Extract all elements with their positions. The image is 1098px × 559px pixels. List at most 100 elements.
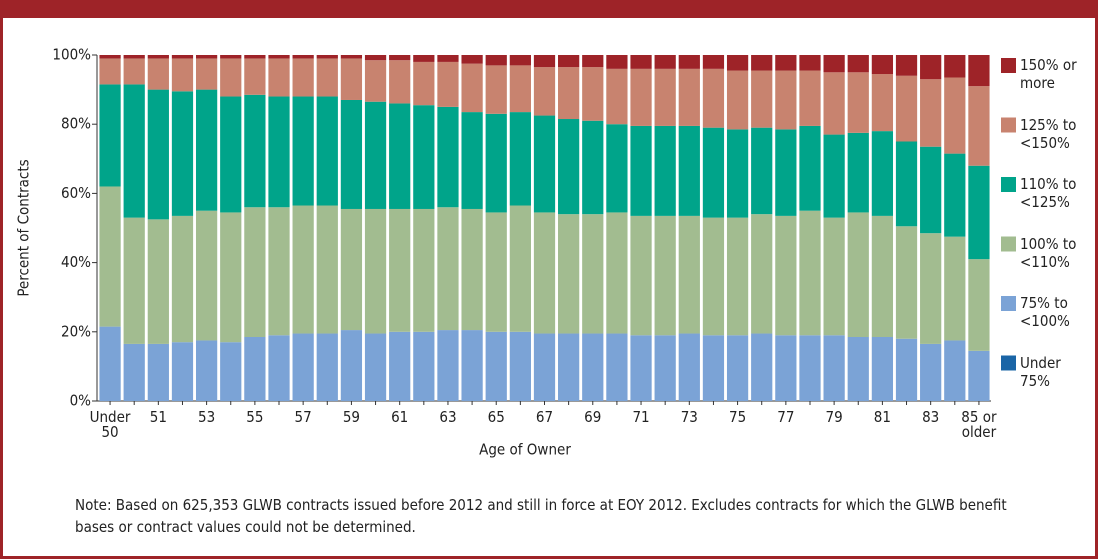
bar-segment xyxy=(99,55,121,59)
bar-segment xyxy=(364,55,387,61)
bar-segment xyxy=(920,343,942,401)
legend-label: Under 75% xyxy=(1020,353,1061,390)
bar-segment xyxy=(413,208,435,332)
bar-segment xyxy=(147,89,169,220)
bar-segment xyxy=(654,125,676,216)
bar-segment xyxy=(292,205,314,334)
bar-segment xyxy=(606,55,628,69)
bar-segment xyxy=(968,165,990,260)
bar-segment xyxy=(461,55,483,64)
bar-segment xyxy=(485,65,507,114)
bar-segment xyxy=(268,335,290,401)
legend-swatch xyxy=(1001,117,1016,133)
bar-segment xyxy=(364,101,387,209)
bar-segment xyxy=(968,55,990,87)
bar-segment xyxy=(847,132,869,213)
bar-segment xyxy=(268,55,290,59)
bar-segment xyxy=(968,86,990,166)
bar-segment xyxy=(702,127,725,218)
bar-segment xyxy=(99,326,121,401)
x-tick-label: 65 xyxy=(487,408,505,426)
bar-segment xyxy=(123,55,145,59)
bar-segment xyxy=(726,55,749,71)
x-tick-label: 57 xyxy=(294,408,312,426)
x-tick-label: 79 xyxy=(825,408,843,426)
bar-segment xyxy=(147,219,169,344)
bar-segment xyxy=(799,210,821,336)
bar-segment xyxy=(558,214,580,334)
bar-segment xyxy=(389,60,411,104)
bar-segment xyxy=(847,55,869,73)
x-tick-label: 71 xyxy=(632,408,650,426)
bar-segment xyxy=(437,61,459,107)
legend-label: 125% to <150% xyxy=(1020,115,1077,152)
bar-segment xyxy=(678,215,700,334)
bar-segment xyxy=(509,205,531,332)
bar-segment xyxy=(244,94,266,208)
bar-segment xyxy=(316,333,338,401)
x-tick-label: 69 xyxy=(584,408,602,426)
bar-segment xyxy=(461,63,483,113)
bar-segment xyxy=(123,217,145,344)
bar-segment xyxy=(292,55,314,59)
bar-segment xyxy=(99,84,121,187)
bar-segment xyxy=(485,212,507,332)
bar-segment xyxy=(871,131,894,216)
y-axis-label: Percent of Contracts xyxy=(15,159,33,296)
bar-segment xyxy=(147,58,169,90)
x-tick-label: 77 xyxy=(777,408,795,426)
bar-segment xyxy=(775,55,797,71)
bar-segment xyxy=(413,61,435,106)
bar-segment xyxy=(895,141,918,227)
bar-segment xyxy=(413,55,435,62)
bar-segment xyxy=(316,205,338,334)
bar-segment xyxy=(316,96,338,206)
bar-segment xyxy=(99,58,121,85)
bar-segment xyxy=(606,68,628,125)
bar-segment xyxy=(751,333,773,401)
bar-segment xyxy=(509,112,531,206)
bar-segment xyxy=(944,153,966,237)
bar-segment xyxy=(195,340,218,401)
bar-segment xyxy=(630,335,652,401)
bar-segment xyxy=(437,55,459,62)
bar-segment xyxy=(823,72,845,135)
bar-segment xyxy=(558,119,580,215)
bar-segment xyxy=(582,120,604,215)
bar-segment xyxy=(678,333,700,401)
bar-segment xyxy=(389,208,411,332)
bar-segment xyxy=(678,125,700,216)
bar-segment xyxy=(171,342,194,401)
bar-segment xyxy=(799,70,821,126)
bar-segment xyxy=(533,212,556,334)
bar-segment xyxy=(195,58,218,90)
bar-segment xyxy=(871,215,894,337)
bar-segment xyxy=(606,124,628,213)
bar-segment xyxy=(171,91,194,216)
y-tick-label: 20% xyxy=(61,322,91,340)
bar-segment xyxy=(533,115,556,213)
x-axis-label: Age of Owner xyxy=(479,441,571,459)
bar-segment xyxy=(123,84,145,218)
x-tick-label: Under 50 xyxy=(89,408,131,441)
bar-segment xyxy=(340,208,363,331)
note: Note: Based on 625,353 GLWB contracts is… xyxy=(75,496,1007,536)
x-tick-label: 59 xyxy=(342,408,360,426)
bar-segment xyxy=(920,79,942,147)
bar-segment xyxy=(437,106,459,208)
bar-segment xyxy=(968,259,990,351)
bar-segment xyxy=(847,336,869,401)
bar-segment xyxy=(389,103,411,209)
bar-segment xyxy=(147,343,169,401)
x-tick-label: 81 xyxy=(873,408,891,426)
bar-segment xyxy=(220,58,242,97)
bar-segment xyxy=(871,336,894,401)
bar-segment xyxy=(316,55,338,59)
bar-segment xyxy=(461,112,483,209)
bar-segment xyxy=(389,331,411,401)
bar-segment xyxy=(147,55,169,59)
bar-segment xyxy=(630,215,652,336)
bar-segment xyxy=(485,113,507,213)
